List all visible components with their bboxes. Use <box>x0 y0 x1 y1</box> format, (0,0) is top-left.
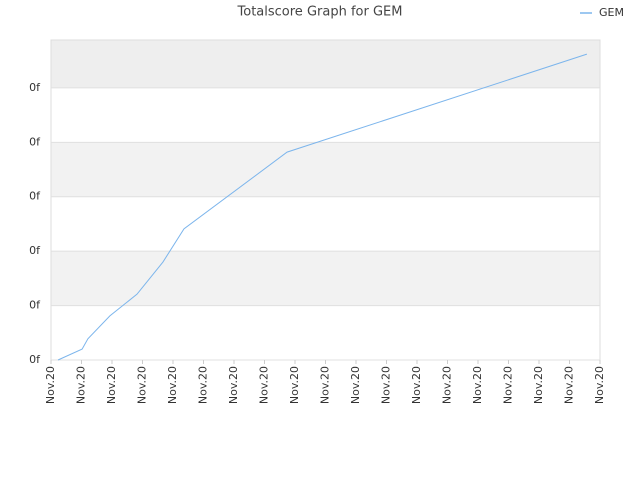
x-tick-label: Nov.20 <box>471 366 484 404</box>
x-tick-label: Nov.20 <box>532 366 545 404</box>
x-tick-label: Nov.20 <box>502 366 515 404</box>
x-tick-label: Nov.20 <box>380 366 393 404</box>
y-tick-label: 0f <box>29 135 41 148</box>
x-tick-label: Nov.20 <box>197 366 210 404</box>
legend-label: GEM <box>599 6 624 19</box>
x-tick-label: Nov.20 <box>563 366 576 404</box>
plot-band <box>51 196 600 252</box>
x-tick-label: Nov.20 <box>75 366 88 404</box>
plot-band <box>51 142 600 197</box>
chart-title: Totalscore Graph for GEM <box>237 5 403 20</box>
plot-band <box>51 305 600 360</box>
plot-band <box>51 251 600 306</box>
y-tick-label: 0f <box>29 299 41 312</box>
y-tick-label: 0f <box>29 81 41 94</box>
series-line <box>57 53 588 361</box>
x-tick-label: Nov.20 <box>441 366 454 404</box>
y-tick-label: 0f <box>29 353 41 366</box>
x-tick-label: Nov.20 <box>288 366 301 404</box>
x-tick-label: Nov.20 <box>136 366 149 404</box>
x-tick-label: Nov.20 <box>410 366 423 404</box>
plot-band <box>51 40 600 88</box>
x-tick-label: Nov.20 <box>227 366 240 404</box>
x-tick-label: Nov.20 <box>44 366 57 404</box>
x-tick-label: Nov.20 <box>319 366 332 404</box>
x-tick-label: Nov.20 <box>258 366 271 404</box>
y-tick-label: 0f <box>29 244 41 257</box>
x-tick-label: Nov.20 <box>166 366 179 404</box>
x-tick-label: Nov.20 <box>593 366 606 404</box>
y-tick-label: 0f <box>29 190 41 203</box>
x-tick-label: Nov.20 <box>349 366 362 404</box>
plot-band <box>51 87 600 143</box>
x-tick-label: Nov.20 <box>105 366 118 404</box>
